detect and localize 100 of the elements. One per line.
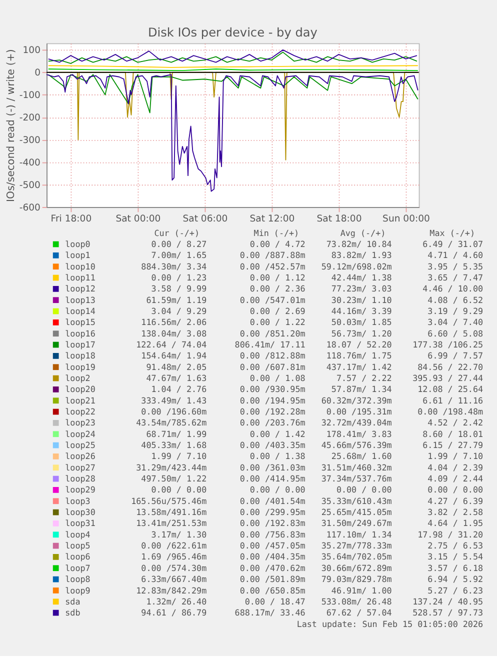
text: 3.04 / 7.40 — [428, 317, 484, 328]
text: 3.19 / 9.29 — [428, 306, 484, 316]
legend-label: loop9 — [65, 585, 90, 596]
text: 0.00 /607.81m — [240, 362, 306, 372]
text: 0.00 /457.05m — [240, 540, 306, 551]
text: 4.27 / 6.39 — [428, 496, 484, 506]
text: 42.44m/ 1.38 — [331, 272, 392, 283]
text: 806.41m/ 17.11 — [234, 340, 306, 350]
text: 688.17m/ 33.46 — [234, 608, 306, 618]
text: 25.65m/415.05m — [321, 507, 392, 518]
legend-label: sda — [65, 596, 80, 606]
legend-label: loop17 — [65, 340, 96, 350]
legend-label: loop11 — [65, 272, 96, 283]
text: 7.00m/ 1.65 — [151, 250, 207, 260]
legend-label: loop10 — [65, 261, 96, 272]
y-tick-label: -600 — [19, 202, 41, 214]
legend-label: loop18 — [65, 350, 96, 361]
text: 0.00 / 0.00 — [151, 484, 207, 495]
text: 1.04 / 2.76 — [151, 384, 207, 394]
text: 61.59m/ 1.19 — [146, 294, 207, 305]
text: 59.12m/698.02m — [321, 261, 392, 272]
text: 0.00 / 1.23 — [151, 272, 207, 283]
text: Min (-/+) — [254, 228, 300, 238]
text: 0.00 /452.57m — [240, 261, 306, 272]
text: 0.00 / 2.36 — [250, 284, 306, 294]
text: 3.58 / 9.99 — [151, 284, 207, 294]
text: 0.00 /851.20m — [240, 328, 306, 338]
text: 0.00 / 0.00 — [250, 484, 306, 495]
legend-label: loop23 — [65, 418, 96, 428]
text: 405.33m/ 1.68 — [141, 440, 207, 450]
y-tick-label: 0 — [34, 68, 41, 79]
line-series — [48, 52, 418, 64]
text: 43.54m/785.62m — [136, 418, 207, 428]
legend-label: loop2 — [65, 373, 90, 384]
legend-label: loop16 — [65, 328, 96, 338]
text: 6.49 / 31.07 — [422, 239, 484, 250]
text: 84.56 / 22.70 — [418, 362, 484, 372]
text: 3.95 / 5.35 — [428, 261, 484, 272]
text: 12.83m/842.29m — [136, 585, 207, 596]
text: 0.00 /203.76m — [240, 418, 306, 428]
text: Cur (-/+) — [154, 228, 200, 238]
text: 13.58m/491.16m — [136, 507, 207, 518]
text: 0.00 /574.30m — [141, 562, 207, 573]
text: 0.00 / 1.22 — [250, 317, 306, 328]
text: 68.71m/ 1.99 — [146, 428, 207, 439]
text: 0.00 / 18.47 — [244, 596, 306, 606]
text: 17.98 / 31.20 — [418, 529, 484, 540]
line-series — [48, 49, 418, 63]
text: 0.00 /622.61m — [141, 540, 207, 551]
text: 4.52 / 2.42 — [428, 418, 484, 428]
text: 0.00 /470.62m — [240, 562, 306, 573]
text: 6.94 / 5.92 — [428, 574, 484, 584]
text: Avg (-/+) — [340, 228, 386, 238]
text: 0.00 /756.83m — [240, 529, 306, 540]
legend-label: loop3 — [65, 496, 90, 506]
text: 395.93 / 27.44 — [412, 373, 484, 384]
legend-label: loop31 — [65, 518, 96, 528]
text: 884.30m/ 3.34 — [141, 261, 207, 272]
text: 0.00 /401.54m — [240, 496, 306, 506]
legend-label: loop8 — [65, 574, 90, 584]
text: 35.64m/702.05m — [321, 552, 392, 562]
text: 5.27 / 6.23 — [428, 585, 484, 596]
text: 116.56m/ 2.06 — [141, 317, 207, 328]
text: 0.00 /414.95m — [240, 474, 306, 484]
y-tick-label: -500 — [19, 180, 41, 191]
text: 60.32m/372.39m — [321, 395, 392, 406]
text: 30.23m/ 1.10 — [331, 294, 392, 305]
text: 4.09 / 2.44 — [428, 474, 484, 484]
text: 0.00 /361.03m — [240, 462, 306, 472]
text: 6.60 / 5.08 — [428, 328, 484, 338]
legend-label: loop4 — [65, 529, 90, 540]
text: 1.99 / 7.10 — [428, 451, 484, 462]
text: 8.60 / 18.01 — [422, 428, 484, 439]
text: 31.50m/249.67m — [321, 518, 392, 528]
text: 178.41m/ 3.83 — [326, 428, 392, 439]
text: 0.00 /812.88m — [240, 350, 306, 361]
text: 118.76m/ 1.75 — [326, 350, 392, 361]
text: 154.64m/ 1.94 — [141, 350, 207, 361]
text: 333.49m/ 1.43 — [141, 395, 207, 406]
text: 83.82m/ 1.93 — [331, 250, 392, 260]
x-tick-label: Fri 18:00 — [50, 213, 92, 224]
x-tick-label: Sat 00:00 — [116, 213, 161, 224]
legend-label: loop1 — [65, 250, 90, 260]
text: 4.71 / 4.60 — [428, 250, 484, 260]
text: 31.29m/423.44m — [136, 462, 207, 472]
text: 37.34m/537.76m — [321, 474, 392, 484]
text: 4.46 / 10.00 — [422, 284, 484, 294]
text: 0.00 / 0.00 — [336, 484, 392, 495]
text: 73.82m/ 10.84 — [326, 239, 392, 250]
legend-label: loop24 — [65, 428, 96, 439]
line-series — [48, 74, 418, 114]
text: Max (-/+) — [430, 228, 475, 238]
text: 6.33m/667.40m — [141, 574, 207, 584]
text: 31.51m/460.32m — [321, 462, 392, 472]
x-tick-label: Sat 18:00 — [316, 213, 362, 224]
x-tick-label: Sat 12:00 — [250, 213, 295, 224]
legend-label: loop29 — [65, 484, 96, 495]
text: 2.75 / 6.53 — [428, 540, 484, 551]
y-axis-title: IOs/second read (-) / write (+) — [6, 49, 17, 202]
y-tick-label: -400 — [19, 157, 41, 168]
